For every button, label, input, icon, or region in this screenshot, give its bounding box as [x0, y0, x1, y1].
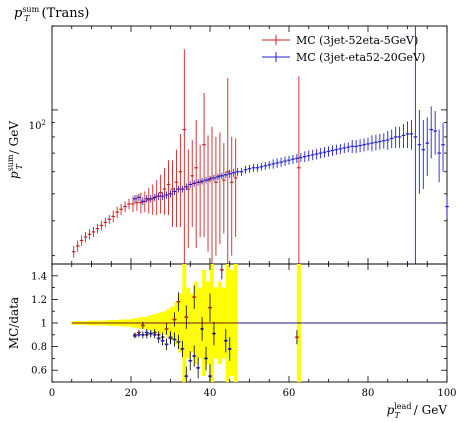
- ratio-point-s0-12: [185, 315, 188, 319]
- chart-title: psum T (Trans): [14, 5, 89, 23]
- main-axis-ticks: [51, 25, 448, 264]
- svg-text:MC/data: MC/data: [7, 297, 21, 349]
- ratio-point-s0-14: [208, 306, 212, 309]
- x-tick-label-80: 80: [362, 388, 375, 399]
- ratio-point-s1-10: [173, 338, 176, 341]
- ratio-point-s1-18: [204, 357, 208, 360]
- ratio-ytick-label-2: 1: [41, 319, 47, 330]
- ratio-point-s0-8: [165, 327, 168, 331]
- ratio-point-s1-11: [177, 340, 180, 344]
- legend-entry-blue: MC (3jet-eta52-20GeV): [296, 51, 425, 64]
- legend-entry-red: MC (3jet-52eta-5GeV): [296, 34, 418, 47]
- main-ytick-label-100: 102: [29, 119, 46, 132]
- ratio-point-s0-2: [141, 324, 145, 327]
- main-y-axis-label: psumT/ GeV: [6, 121, 24, 179]
- ratio-point-s1-4: [149, 332, 153, 335]
- ratio-point-s1-14: [188, 359, 192, 363]
- ratio-point-s1-6: [157, 337, 160, 340]
- ratio-point-s0-11: [177, 300, 180, 304]
- ratio-plot-area: [71, 264, 447, 382]
- ratio-point-s1-22: [228, 347, 232, 351]
- ratio-y-axis-label: MC/data: [7, 297, 21, 349]
- ratio-point-s1-7: [161, 339, 164, 343]
- main-plot-area: [71, 26, 449, 264]
- ratio-point-s0-13: [192, 295, 196, 299]
- svg-text:psumT/ GeV: psumT/ GeV: [6, 121, 24, 179]
- ratio-point-s1-3: [145, 331, 149, 334]
- ratio-point-s1-16: [196, 366, 200, 370]
- ratio-point-s1-15: [192, 354, 196, 358]
- ratio-point-s1-17: [200, 327, 204, 331]
- ratio-ytick-label-0: 0.6: [31, 366, 47, 377]
- ratio-point-s1-12: [181, 347, 184, 351]
- ratio-point-s0-15: [220, 268, 224, 272]
- x-tick-label-100: 100: [437, 388, 456, 399]
- ratio-point-s1-2: [141, 333, 145, 337]
- ratio-point-s0-10: [173, 318, 176, 321]
- ratio-point-s1-9: [169, 335, 172, 339]
- ratio-ytick-label-1: 0.8: [31, 342, 47, 353]
- ratio-point-s1-5: [153, 333, 156, 337]
- ratio-point-s1-13: [185, 374, 188, 378]
- legend: MC (3jet-52eta-5GeV) MC (3jet-eta52-20Ge…: [262, 34, 425, 64]
- x-tick-label-40: 40: [204, 388, 217, 399]
- ratio-point-s1-8: [165, 342, 168, 346]
- x-tick-label-20: 20: [125, 388, 138, 399]
- ratio-point-s1-0: [133, 334, 137, 338]
- ratio-point-s1-1: [137, 333, 141, 337]
- ratio-axis-ticks: 0 20 40 60 80 100 0.6 0.8 1 1.2 1.4: [31, 263, 457, 399]
- ratio-point-s1-21: [224, 339, 228, 343]
- x-tick-label-60: 60: [283, 388, 296, 399]
- x-axis-label: plead T / GeV: [387, 402, 448, 420]
- ratio-point-s0-16: [295, 335, 299, 339]
- ratio-ytick-label-4: 1.4: [31, 271, 47, 282]
- x-tick-label-0: 0: [49, 388, 55, 399]
- ratio-point-s1-20: [212, 332, 216, 335]
- ratio-ytick-label-3: 1.2: [31, 295, 47, 306]
